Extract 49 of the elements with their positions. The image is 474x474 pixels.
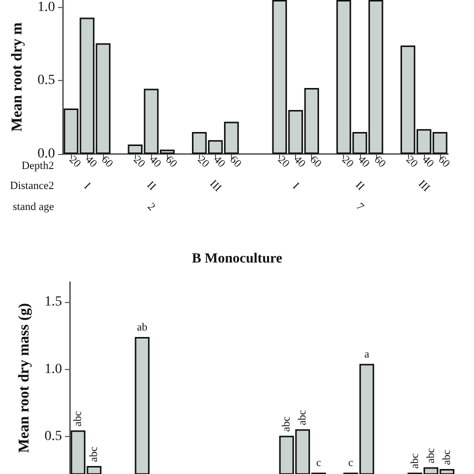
x-tick-label: 60 <box>372 154 388 170</box>
data-label: c <box>316 457 322 470</box>
x-tick-label: 60 <box>98 154 116 170</box>
chart-title: B Monoculture <box>192 252 282 266</box>
data-label: abc <box>424 448 437 464</box>
y-axis-title: Mean root dry m <box>10 22 26 132</box>
data-label: abc <box>280 416 293 432</box>
x-tick-label: 60 <box>307 154 324 170</box>
text: 7 <box>354 200 366 214</box>
y-tick-label: 1.0 <box>38 0 55 15</box>
text: III <box>416 178 432 194</box>
x-tick-label: 20 <box>130 154 148 170</box>
text: III <box>207 178 224 194</box>
data-label: ab <box>136 322 148 334</box>
text: stand age <box>12 201 54 213</box>
x-tick-label: 20 <box>195 154 212 170</box>
data-label: abc <box>296 410 309 426</box>
y-tick-label: 1.0 <box>44 362 62 377</box>
x-tick-label: 40 <box>356 154 372 170</box>
x-tick-label: 40 <box>291 154 308 170</box>
x-tick-label: 60 <box>436 154 452 170</box>
x-tick-label: 20 <box>339 154 356 170</box>
y-tick-label: 1.5 <box>44 294 62 310</box>
x-tick-label: 20 <box>404 154 420 170</box>
x-tick-label: 20 <box>66 154 84 170</box>
data-label: abc <box>72 410 84 426</box>
x-tick-label: 40 <box>211 154 228 170</box>
x-tick-label: 40 <box>420 154 436 170</box>
text: Distance2 <box>10 180 54 192</box>
data-label: abc <box>408 453 421 469</box>
data-label: c <box>348 457 354 470</box>
text: 2 <box>145 200 158 214</box>
y-tick-label: 0.0 <box>38 146 55 162</box>
text: I <box>290 180 302 192</box>
x-tick-label: 40 <box>146 154 164 170</box>
data-label: abc <box>440 450 453 466</box>
x-tick-label: 20 <box>275 154 292 170</box>
text: II <box>144 179 158 194</box>
data-label: abc <box>88 446 100 462</box>
x-tick-label: 40 <box>82 154 100 170</box>
y-tick-label: 0.5 <box>44 428 62 444</box>
x-tick-label: 60 <box>227 154 244 170</box>
data-label: a <box>364 348 370 360</box>
x-tick-label: 60 <box>163 154 180 170</box>
y-axis-title: Mean root dry mass (g) <box>16 303 32 453</box>
text: II <box>352 179 367 194</box>
text: Depth2 <box>22 160 54 172</box>
text: I <box>82 180 93 192</box>
y-tick-label: 0.5 <box>38 73 55 88</box>
